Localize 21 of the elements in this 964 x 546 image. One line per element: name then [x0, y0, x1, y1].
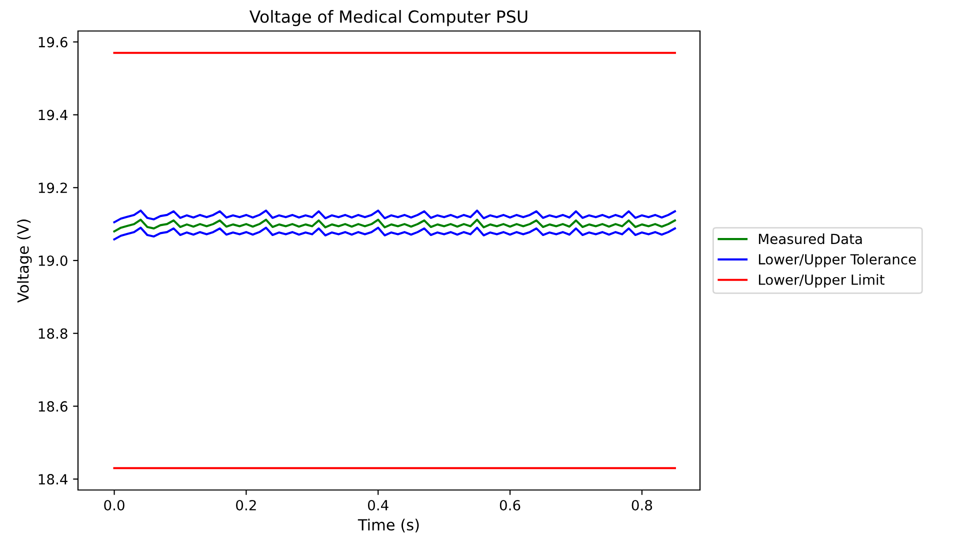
y-tick-label: 18.6: [38, 401, 68, 412]
y-tick-label: 19.2: [38, 182, 67, 194]
x-tick-label: 0.0: [104, 500, 124, 510]
legend-label: Lower/Upper Tolerance: [758, 254, 916, 268]
line-series: [113, 218, 676, 232]
y-tick-label: 18.4: [38, 474, 68, 485]
legend-label: Measured Data: [758, 233, 862, 244]
line-series: [113, 226, 676, 240]
y-tick-label: 19.0: [38, 255, 68, 266]
y-tick-label: 19.4: [38, 110, 68, 120]
y-tick-label: 18.8: [38, 328, 68, 339]
x-tick-label: 0.6: [500, 500, 520, 510]
legend-label: Lower/Upper Limit: [758, 274, 884, 288]
x-tick-label: 0.2: [236, 500, 256, 510]
x-tick-label: 0.4: [368, 500, 388, 510]
x-tick-label: 0.8: [632, 500, 652, 510]
line-series: [113, 210, 676, 224]
x-axis-title: Time (s): [358, 518, 419, 532]
chart-title: Voltage of Medical Computer PSU: [249, 10, 528, 26]
y-axis-title: Voltage (V): [17, 220, 32, 303]
y-tick-label: 19.6: [38, 36, 68, 48]
